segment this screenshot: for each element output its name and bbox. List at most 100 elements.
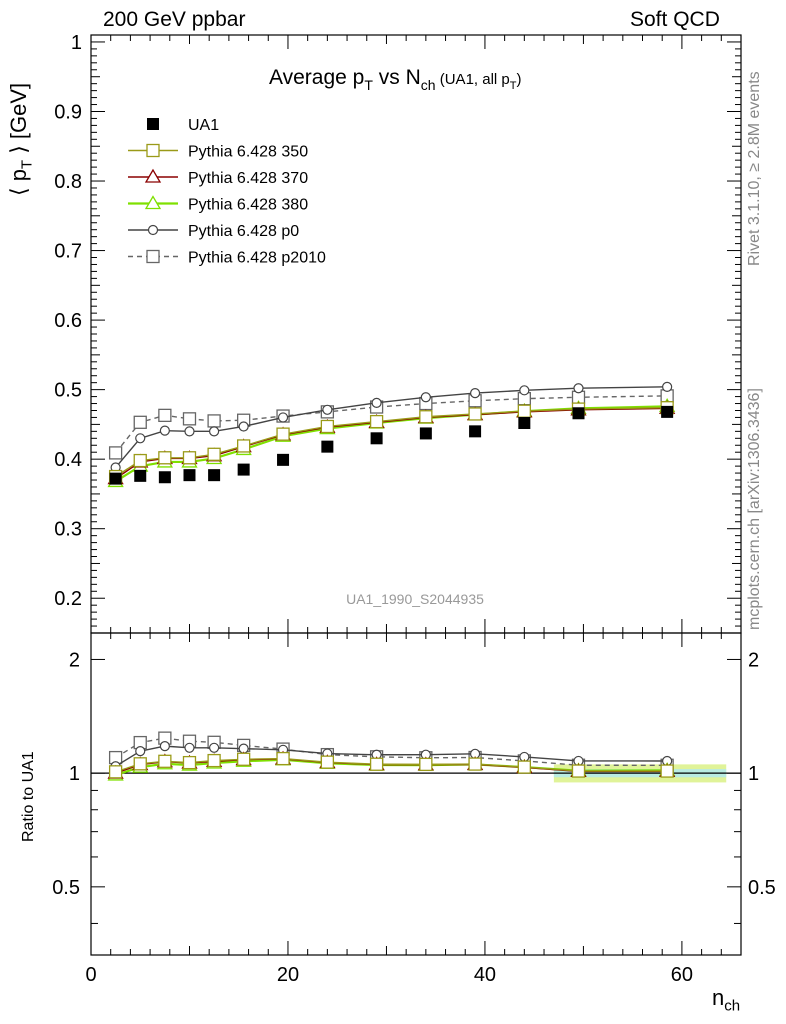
- y-tick-label: 1: [71, 32, 82, 54]
- data-point: [276, 427, 290, 441]
- data-point: [468, 407, 482, 421]
- legend-marker: [144, 195, 162, 210]
- legend-marker: [147, 118, 159, 130]
- data-point: [419, 427, 432, 440]
- x-tick-label: 60: [671, 964, 693, 986]
- ratio-point: [135, 746, 146, 757]
- mcplots-label: mcplots.cern.ch [arXiv:1306.3436]: [746, 388, 763, 630]
- data-point: [517, 404, 531, 418]
- data-point: [469, 388, 481, 399]
- legend-marker: [146, 143, 160, 158]
- data-point: [108, 446, 123, 460]
- ratio-plot-frame: [90, 632, 742, 956]
- data-point: [159, 425, 170, 436]
- legend-marker: [144, 168, 162, 183]
- data-point: [237, 463, 250, 476]
- y-tick-label: 0.6: [54, 310, 82, 332]
- y-tick-label: 0.2: [54, 588, 82, 610]
- ratio-point: [209, 742, 220, 753]
- data-point: [182, 412, 197, 426]
- analysis-id: UA1_1990_S2044935: [346, 591, 484, 607]
- data-point: [369, 414, 384, 429]
- ratio-tick-label-right: 2: [748, 649, 759, 671]
- data-point: [208, 469, 221, 482]
- ratio-tick-label: 2: [69, 649, 80, 671]
- y-tick-label: 0.9: [54, 101, 82, 123]
- ratio-point: [276, 751, 290, 766]
- legend-label: Pythia 6.428 p0: [188, 223, 299, 240]
- data-point: [320, 419, 335, 434]
- ratio-tick-label-right: 0.5: [748, 877, 776, 899]
- legend-label: Pythia 6.428 380: [188, 197, 308, 214]
- legend-marker: [146, 249, 160, 264]
- data-point: [321, 440, 334, 453]
- data-point: [370, 432, 383, 445]
- header-right: Soft QCD: [630, 8, 720, 31]
- x-axis-label: nch: [712, 985, 741, 1015]
- data-point: [238, 421, 249, 432]
- data-point: [209, 426, 220, 437]
- y-tick-label: 0.3: [54, 519, 82, 541]
- y-tick-label: 0.8: [54, 171, 82, 193]
- x-tick-label: 40: [474, 964, 496, 986]
- legend-label: Pythia 6.428 p2010: [188, 250, 326, 267]
- data-point: [134, 469, 147, 482]
- series-pythia-6428-p2010: [108, 389, 674, 460]
- data-point: [419, 410, 433, 424]
- y-tick-label: 0.7: [54, 241, 82, 263]
- series-pythia-6428-p0: [110, 381, 673, 473]
- ratio-point: [419, 757, 433, 772]
- ratio-point: [237, 752, 251, 766]
- data-point: [109, 472, 122, 485]
- ratio-point: [517, 760, 531, 774]
- header-left: 200 GeV ppbar: [103, 8, 246, 31]
- data-point: [277, 412, 289, 423]
- ratio-point: [184, 742, 195, 753]
- ratio-y-axis-label: Ratio to UA1: [20, 751, 37, 842]
- legend-label: UA1: [188, 117, 219, 134]
- ratio-point: [468, 757, 482, 771]
- data-point: [420, 392, 431, 403]
- x-tick-label: 0: [85, 964, 96, 986]
- data-point: [207, 414, 221, 428]
- ratio-point: [369, 757, 384, 771]
- series-ua1: [109, 405, 674, 485]
- data-point: [519, 385, 530, 396]
- data-point: [184, 426, 195, 437]
- ratio-tick-label: 0.5: [52, 877, 80, 899]
- data-point: [183, 469, 196, 482]
- chart-title: Average pT vs Nch (UA1, all pT): [269, 66, 522, 93]
- data-point: [572, 407, 585, 420]
- data-point: [182, 451, 197, 465]
- ratio-point: [571, 764, 586, 778]
- legend-label: Pythia 6.428 350: [188, 144, 308, 161]
- ratio-tick-label: 1: [69, 763, 80, 785]
- data-point: [237, 439, 251, 453]
- y-tick-label: 0.4: [54, 449, 82, 471]
- data-point: [573, 383, 584, 394]
- legend-marker: [147, 224, 159, 236]
- ratio-point: [207, 753, 221, 768]
- legend: UA1 Pythia 6.428 350 Pythia 6.428 370 Pythi…: [128, 117, 326, 267]
- ratio-point: [133, 757, 147, 771]
- series-line: [115, 395, 668, 454]
- ratio-point: [158, 754, 172, 768]
- ratio-point: [159, 741, 170, 752]
- data-point: [133, 415, 147, 429]
- data-point: [158, 471, 171, 484]
- data-point: [135, 433, 146, 444]
- legend-label: Pythia 6.428 370: [188, 170, 308, 187]
- rivet-label: Rivet 3.1.10, ≥ 2.8M events: [746, 71, 763, 266]
- data-point: [661, 405, 674, 418]
- data-point: [158, 408, 172, 423]
- data-point: [518, 417, 531, 430]
- y-tick-label: 0.5: [54, 380, 82, 402]
- y-axis-label: ⟨ pT ⟩ [GeV]: [6, 82, 36, 196]
- data-point: [469, 425, 482, 438]
- ratio-point: [320, 755, 335, 769]
- data-point: [371, 397, 382, 408]
- ratio-series-pythia-6428-350: [108, 751, 674, 779]
- x-tick-label: 20: [277, 964, 299, 986]
- ratio-point: [182, 755, 197, 770]
